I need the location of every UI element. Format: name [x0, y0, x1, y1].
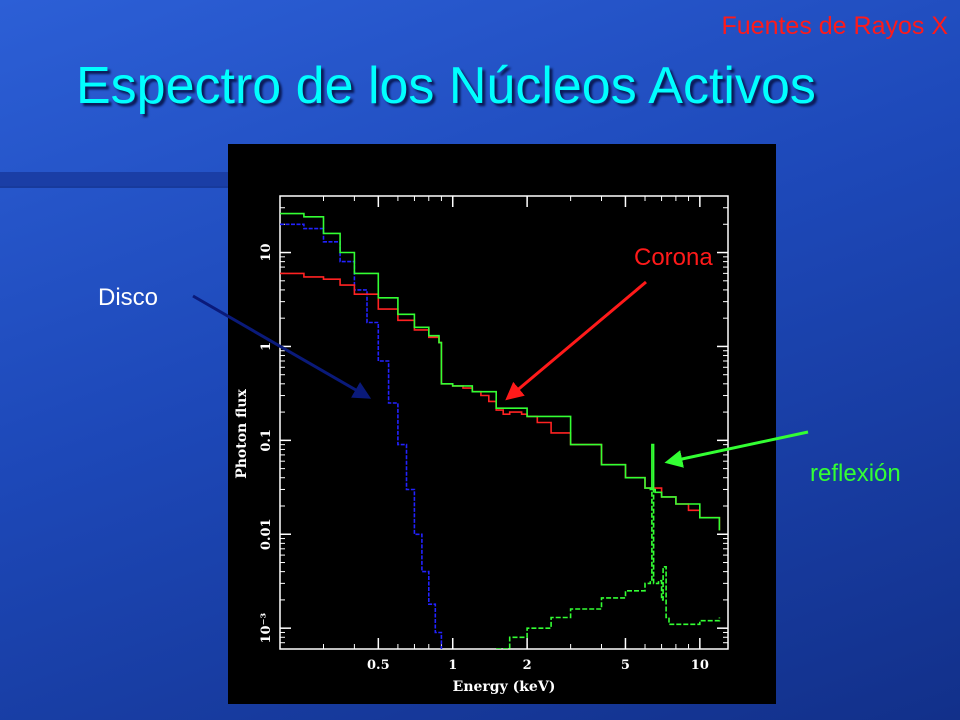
x-tick-label: 10 [691, 658, 709, 673]
x-tick-label: 1 [448, 658, 457, 673]
spectrum-chart-svg: 0.5 1 2 5 10 10 1 0.1 0.01 10⁻³ Energy (keV) Photon… [234, 195, 729, 695]
x-tick-label: 2 [523, 658, 532, 673]
title-underline-band [0, 172, 228, 186]
spectrum-chart: 0.5 1 2 5 10 10 1 0.1 0.01 10⁻³ Energy (keV) Photon… [228, 144, 776, 704]
y-tick-label: 1 [259, 342, 274, 351]
y-tick-label: 10 [259, 243, 274, 261]
slide-title: Espectro de los Núcleos Activos [76, 57, 816, 115]
series-line-2 [280, 212, 721, 531]
section-label: Fuentes de Rayos X [721, 12, 948, 40]
y-tick-label: 10⁻³ [259, 613, 274, 644]
disk-annotation: Disco [98, 284, 159, 311]
x-axis-label: Energy (keV) [453, 679, 556, 695]
y-axis-label: Photon flux [234, 389, 250, 479]
reflection-annotation: reflexión [810, 460, 901, 487]
y-tick-label: 0.01 [259, 518, 274, 550]
series-line-0 [280, 223, 443, 649]
x-tick-label: 5 [621, 658, 630, 673]
series-line-3 [496, 488, 721, 649]
y-tick-label: 0.1 [259, 429, 274, 452]
corona-annotation: Corona [634, 244, 713, 271]
x-tick-label: 0.5 [367, 658, 390, 673]
